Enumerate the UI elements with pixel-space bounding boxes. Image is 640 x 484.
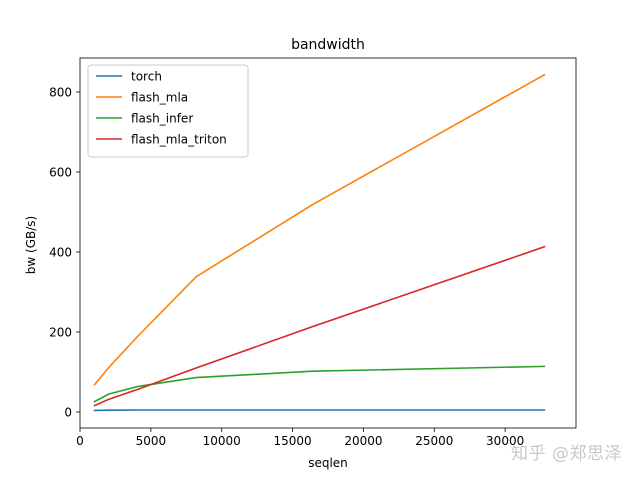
y-tick-label: 200 <box>49 326 72 340</box>
x-tick-label: 10000 <box>203 434 241 448</box>
x-tick-label: 15000 <box>273 434 311 448</box>
y-tick-label: 400 <box>49 246 72 260</box>
legend-label-flash-mla: flash_mla <box>131 91 188 105</box>
y-tick-label: 0 <box>64 406 72 420</box>
x-tick-label: 25000 <box>415 434 453 448</box>
legend-label-flash-infer: flash_infer <box>131 112 193 126</box>
watermark: 知乎 @郑思泽 <box>511 439 622 464</box>
chart-title: bandwidth <box>291 37 365 53</box>
x-tick-label: 5000 <box>136 434 167 448</box>
y-tick-label: 800 <box>49 86 72 100</box>
legend: torch flash_mla flash_infer flash_mla_trito… <box>88 65 248 157</box>
x-tick-label: 20000 <box>344 434 382 448</box>
y-tick-label: 600 <box>49 166 72 180</box>
y-axis-label: bw (GB/s) <box>24 216 38 274</box>
legend-label-torch: torch <box>131 70 162 84</box>
x-tick-label: 0 <box>76 434 84 448</box>
legend-label-flash-mla-triton: flash_mla_triton <box>131 133 227 147</box>
x-axis-label: seqlen <box>308 456 348 470</box>
